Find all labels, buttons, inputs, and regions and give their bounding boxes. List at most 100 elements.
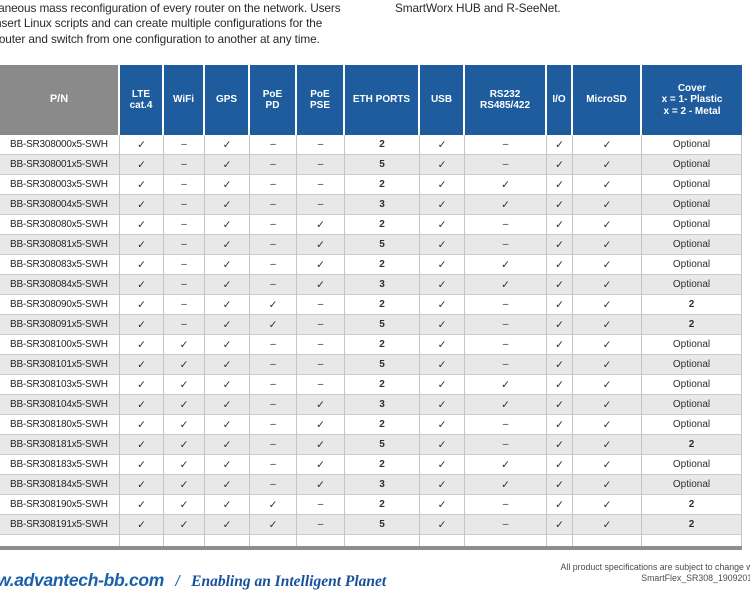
feature-cell: ✓ — [250, 515, 297, 535]
feature-cell: Optional — [642, 335, 742, 355]
product-number-cell: BB-SR308004x5-SWH — [0, 195, 120, 215]
empty-cell — [205, 535, 250, 547]
feature-cell: Optional — [642, 455, 742, 475]
feature-cell: ✓ — [420, 435, 465, 455]
table-row: BB-SR308091x5-SWH ✓ – ✓ ✓ –5 ✓ – ✓ ✓ 2 — [0, 315, 742, 335]
product-number-cell: BB-SR308104x5-SWH — [0, 395, 120, 415]
feature-cell: ✓ — [573, 375, 642, 395]
feature-cell: ✓ — [547, 235, 573, 255]
product-number-cell: BB-SR308101x5-SWH — [0, 355, 120, 375]
empty-cell — [0, 535, 120, 547]
feature-cell: ✓ — [547, 455, 573, 475]
feature-cell: ✓ — [573, 315, 642, 335]
feature-cell: ✓ — [120, 175, 164, 195]
feature-cell: ✓ — [465, 275, 547, 295]
product-number-cell: BB-SR308080x5-SWH — [0, 215, 120, 235]
feature-cell: – — [297, 515, 345, 535]
feature-cell: – — [250, 435, 297, 455]
feature-cell: – — [250, 395, 297, 415]
feature-cell: ✓ — [250, 295, 297, 315]
feature-cell: ✓ — [420, 255, 465, 275]
feature-cell: – — [250, 275, 297, 295]
feature-cell: – — [465, 415, 547, 435]
spec-disclaimer: All product specifications are subject t… — [560, 562, 750, 572]
product-number-cell: BB-SR308003x5-SWH — [0, 175, 120, 195]
feature-cell: ✓ — [547, 155, 573, 175]
product-number-cell: BB-SR308184x5-SWH — [0, 475, 120, 495]
feature-cell: – — [164, 235, 205, 255]
table-row: BB-SR308101x5-SWH ✓ ✓ ✓ – –5 ✓ – ✓ ✓ Optional — [0, 355, 742, 375]
intro-paragraph-right: SmartWorx HUB and R-SeeNet. — [395, 1, 740, 16]
feature-cell: ✓ — [573, 215, 642, 235]
feature-cell: 3 — [345, 475, 420, 495]
feature-cell: 5 — [345, 315, 420, 335]
feature-cell: Optional — [642, 175, 742, 195]
feature-cell: ✓ — [573, 435, 642, 455]
feature-cell: ✓ — [420, 335, 465, 355]
feature-cell: ✓ — [420, 135, 465, 155]
feature-cell: ✓ — [420, 375, 465, 395]
empty-cell — [642, 535, 742, 547]
table-row: BB-SR308181x5-SWH ✓ ✓ ✓ – ✓ 5 ✓ – ✓ ✓ 2 — [0, 435, 742, 455]
column-header: USB — [420, 65, 465, 135]
feature-cell: 2 — [345, 455, 420, 475]
feature-cell: 3 — [345, 195, 420, 215]
feature-cell: 5 — [345, 155, 420, 175]
footer-note: All product specifications are subject t… — [561, 562, 750, 583]
feature-cell: ✓ — [297, 255, 345, 275]
feature-cell: ✓ — [120, 315, 164, 335]
product-number-cell: BB-SR308191x5-SWH — [0, 515, 120, 535]
table-row: BB-SR308083x5-SWH ✓ – ✓ – ✓ 2 ✓ ✓ ✓ ✓ Optional — [0, 255, 742, 275]
column-header: LTE cat.4 — [120, 65, 164, 135]
feature-cell: ✓ — [205, 155, 250, 175]
feature-cell: ✓ — [465, 395, 547, 415]
feature-cell: ✓ — [120, 395, 164, 415]
feature-cell: ✓ — [250, 495, 297, 515]
feature-cell: ✓ — [297, 395, 345, 415]
column-header: PoE PD — [250, 65, 297, 135]
feature-cell: ✓ — [120, 495, 164, 515]
feature-cell: 5 — [345, 435, 420, 455]
feature-cell: – — [297, 355, 345, 375]
feature-cell: – — [250, 175, 297, 195]
table-row: BB-SR308081x5-SWH ✓ – ✓ – ✓ 5 ✓ – ✓ ✓ Optional — [0, 235, 742, 255]
feature-cell: ✓ — [164, 375, 205, 395]
feature-cell: ✓ — [205, 235, 250, 255]
feature-cell: 2 — [345, 495, 420, 515]
feature-cell: 2 — [642, 495, 742, 515]
table-row: BB-SR308180x5-SWH ✓ ✓ ✓ – ✓ 2 ✓ – ✓ ✓ Optional — [0, 415, 742, 435]
feature-cell: Optional — [642, 255, 742, 275]
feature-cell: ✓ — [205, 495, 250, 515]
feature-cell: ✓ — [420, 315, 465, 335]
feature-cell: ✓ — [205, 395, 250, 415]
column-header: ETH PORTS — [345, 65, 420, 135]
feature-cell: 5 — [345, 355, 420, 375]
feature-cell: ✓ — [205, 275, 250, 295]
feature-cell: ✓ — [120, 455, 164, 475]
feature-cell: ✓ — [547, 495, 573, 515]
table-row: BB-SR308191x5-SWH ✓ ✓ ✓ ✓ –5 ✓ – ✓ ✓ 2 — [0, 515, 742, 535]
feature-cell: ✓ — [547, 255, 573, 275]
feature-cell: – — [297, 315, 345, 335]
table-row: BB-SR308001x5-SWH ✓ – ✓ – –5 ✓ – ✓ ✓ Optional — [0, 155, 742, 175]
feature-cell: ✓ — [164, 415, 205, 435]
website-link[interactable]: w.advantech-bb.com — [0, 570, 165, 590]
feature-cell: ✓ — [120, 515, 164, 535]
empty-cell — [573, 535, 642, 547]
feature-cell: ✓ — [465, 255, 547, 275]
feature-cell: – — [297, 375, 345, 395]
feature-cell: ✓ — [465, 475, 547, 495]
feature-cell: Optional — [642, 475, 742, 495]
feature-cell: ✓ — [164, 475, 205, 495]
feature-cell: ✓ — [547, 335, 573, 355]
feature-cell: 2 — [642, 435, 742, 455]
feature-cell: ✓ — [573, 235, 642, 255]
feature-cell: – — [250, 235, 297, 255]
feature-cell: – — [164, 295, 205, 315]
feature-cell: ✓ — [120, 135, 164, 155]
feature-cell: ✓ — [120, 275, 164, 295]
feature-cell: ✓ — [573, 255, 642, 275]
feature-cell: – — [164, 175, 205, 195]
feature-cell: – — [297, 335, 345, 355]
feature-cell: Optional — [642, 215, 742, 235]
